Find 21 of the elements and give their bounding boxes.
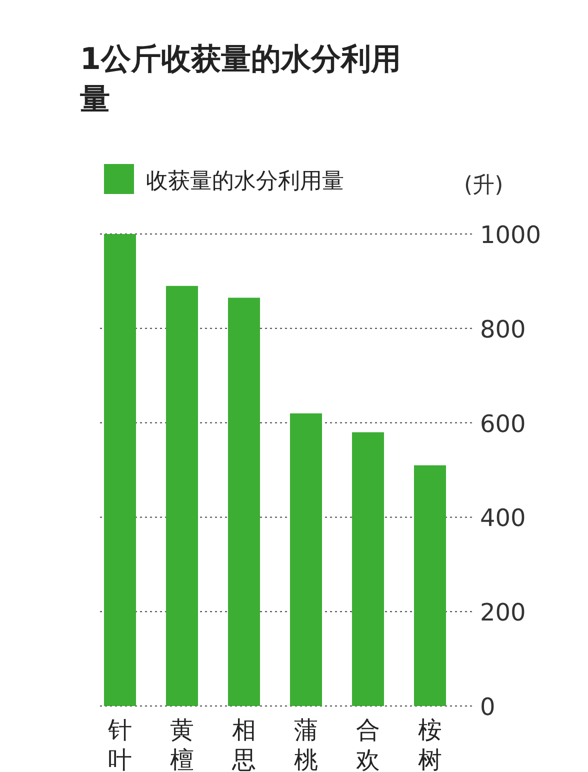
bar <box>104 234 136 706</box>
legend-label: 收获量的水分利用量 <box>146 169 344 194</box>
y-tick-label: 400 <box>480 504 526 532</box>
x-tick-label: 黄檀 <box>170 716 194 772</box>
y-tick-label: 800 <box>480 315 526 344</box>
y-tick-label: 200 <box>480 598 526 627</box>
y-axis-title: (升) <box>464 173 504 198</box>
y-tick-label: 600 <box>480 410 526 438</box>
x-tick-label: 相思 <box>231 716 256 772</box>
bar <box>166 286 198 706</box>
y-tick-label: 1000 <box>480 221 542 249</box>
x-tick-label: 桉树 <box>418 716 442 772</box>
x-tick-label: 合欢 <box>356 716 380 772</box>
y-tick-label: 0 <box>480 693 496 721</box>
bar <box>228 298 260 706</box>
x-tick-label: 针叶 <box>107 716 132 772</box>
x-tick-label: 蒲桃 <box>294 716 318 772</box>
bar <box>290 413 322 706</box>
bar <box>352 432 384 706</box>
chart-title: 1公斤收获量的水分利用量 <box>80 41 402 119</box>
bar <box>414 465 446 706</box>
